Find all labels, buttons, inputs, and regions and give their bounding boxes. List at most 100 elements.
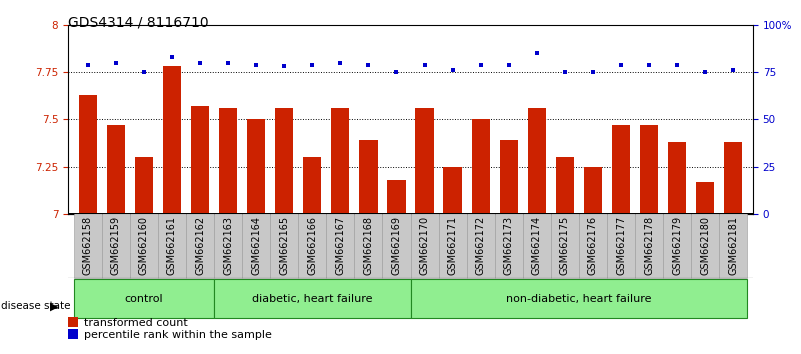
Point [222, 60, 235, 65]
Text: percentile rank within the sample: percentile rank within the sample [84, 330, 272, 340]
Text: GSM662172: GSM662172 [476, 216, 485, 275]
FancyBboxPatch shape [326, 213, 354, 278]
Point [670, 62, 683, 67]
FancyBboxPatch shape [298, 213, 326, 278]
Bar [724, 142, 743, 214]
FancyBboxPatch shape [130, 213, 158, 278]
Text: disease state: disease state [1, 301, 70, 311]
Text: ▶: ▶ [50, 301, 58, 311]
Bar [360, 140, 377, 214]
Bar [247, 120, 265, 214]
FancyBboxPatch shape [523, 213, 551, 278]
Text: GSM662158: GSM662158 [83, 216, 93, 275]
Point [278, 64, 291, 69]
Bar [444, 167, 461, 214]
Bar [388, 180, 405, 214]
Point [110, 60, 123, 65]
Point [82, 62, 95, 67]
Bar [612, 125, 630, 214]
Text: transformed count: transformed count [84, 318, 188, 328]
Point [194, 60, 207, 65]
FancyBboxPatch shape [635, 213, 663, 278]
Text: GSM662180: GSM662180 [700, 216, 710, 275]
FancyBboxPatch shape [467, 213, 495, 278]
Text: GSM662166: GSM662166 [308, 216, 317, 275]
Bar [640, 125, 658, 214]
Point [138, 69, 151, 75]
FancyBboxPatch shape [663, 213, 691, 278]
FancyBboxPatch shape [270, 213, 298, 278]
FancyBboxPatch shape [439, 213, 467, 278]
Text: GSM662169: GSM662169 [392, 216, 401, 275]
Text: GSM662179: GSM662179 [672, 216, 682, 275]
Point [334, 60, 347, 65]
Point [362, 62, 375, 67]
Text: GSM662160: GSM662160 [139, 216, 149, 275]
Point [727, 67, 739, 73]
FancyBboxPatch shape [214, 213, 242, 278]
Bar [332, 108, 349, 214]
Text: diabetic, heart failure: diabetic, heart failure [252, 294, 372, 304]
FancyBboxPatch shape [551, 213, 579, 278]
Point [306, 62, 319, 67]
Bar [107, 125, 125, 214]
Bar [191, 106, 209, 214]
Point [614, 62, 627, 67]
FancyBboxPatch shape [242, 213, 270, 278]
Text: GSM662178: GSM662178 [644, 216, 654, 275]
Text: GSM662174: GSM662174 [532, 216, 541, 275]
Bar [163, 67, 181, 214]
Text: GSM662176: GSM662176 [588, 216, 598, 275]
Text: GDS4314 / 8116710: GDS4314 / 8116710 [68, 16, 209, 30]
FancyBboxPatch shape [719, 213, 747, 278]
Bar [472, 120, 489, 214]
FancyBboxPatch shape [579, 213, 607, 278]
FancyBboxPatch shape [158, 213, 186, 278]
Text: GSM662159: GSM662159 [111, 216, 121, 275]
Bar [78, 95, 97, 214]
Point [586, 69, 599, 75]
Point [418, 62, 431, 67]
Point [502, 62, 515, 67]
Bar [556, 158, 574, 214]
Point [558, 69, 571, 75]
FancyBboxPatch shape [186, 213, 214, 278]
FancyBboxPatch shape [354, 213, 382, 278]
Text: GSM662162: GSM662162 [195, 216, 205, 275]
FancyBboxPatch shape [410, 279, 747, 318]
FancyBboxPatch shape [607, 213, 635, 278]
Text: GSM662164: GSM662164 [252, 216, 261, 275]
Bar [135, 158, 153, 214]
Text: GSM662170: GSM662170 [420, 216, 429, 275]
FancyBboxPatch shape [382, 213, 410, 278]
Point [390, 69, 403, 75]
Bar [275, 108, 293, 214]
Text: GSM662171: GSM662171 [448, 216, 457, 275]
Text: GSM662175: GSM662175 [560, 216, 570, 275]
FancyBboxPatch shape [74, 213, 102, 278]
Point [446, 67, 459, 73]
Point [166, 54, 179, 60]
Bar [303, 158, 321, 214]
FancyBboxPatch shape [102, 213, 130, 278]
Text: GSM662177: GSM662177 [616, 216, 626, 275]
FancyBboxPatch shape [410, 213, 439, 278]
Text: GSM662161: GSM662161 [167, 216, 177, 275]
Bar [416, 108, 433, 214]
Bar [528, 108, 546, 214]
Bar [500, 140, 518, 214]
FancyBboxPatch shape [495, 213, 523, 278]
Text: GSM662165: GSM662165 [280, 216, 289, 275]
Text: GSM662181: GSM662181 [728, 216, 739, 275]
Bar [668, 142, 686, 214]
Bar [696, 182, 714, 214]
Bar [219, 108, 237, 214]
Point [474, 62, 487, 67]
FancyBboxPatch shape [691, 213, 719, 278]
Point [642, 62, 655, 67]
Point [530, 50, 543, 56]
Text: control: control [125, 294, 163, 304]
FancyBboxPatch shape [214, 279, 410, 318]
Point [250, 62, 263, 67]
FancyBboxPatch shape [74, 279, 214, 318]
